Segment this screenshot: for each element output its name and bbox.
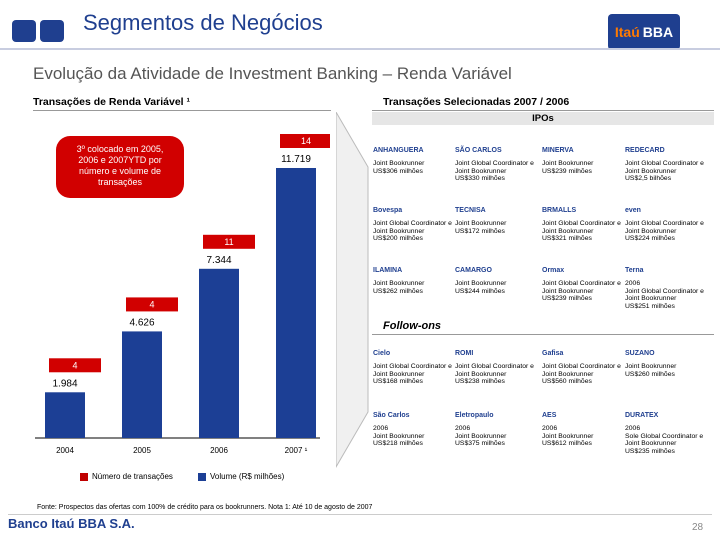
followon-deal-text: 2006 Sole Global Coordinator e Joint Boo… <box>625 425 704 455</box>
followon-deal-text: 2006 Joint Bookrunner US$612 milhões <box>542 425 594 448</box>
expand-chevron <box>336 112 369 468</box>
ipo-deal-text: Joint Bookrunner US$306 milhões <box>373 160 425 175</box>
followon-logo: São Carlos <box>373 411 410 419</box>
itau-bba-logo: Itaú BBA <box>608 14 680 50</box>
count-bar <box>126 297 178 312</box>
count-bar <box>280 133 330 148</box>
page-title: Segmentos de Negócios <box>83 10 323 35</box>
header-divider <box>0 48 720 50</box>
ipo-deal-text: 2006 Joint Global Coordinator e Joint Bo… <box>625 280 704 310</box>
ipo-deal-text: Joint Bookrunner US$262 milhões <box>373 280 425 295</box>
followon-logo: DURATEX <box>625 411 659 419</box>
ipos-label: IPOs <box>532 113 554 124</box>
ipo-deal-text: Joint Global Coordinator e Joint Bookrun… <box>542 220 621 243</box>
volume-bar <box>199 268 239 438</box>
ipo-logo: BRMALLS <box>542 206 577 214</box>
page-subtitle: Evolução da Atividade de Investment Bank… <box>33 64 512 83</box>
ipo-logo: Terna <box>625 266 644 274</box>
volume-bar <box>122 331 162 438</box>
x-tick-label: 2007 ¹ <box>285 446 308 455</box>
followon-logo: Eletropaulo <box>455 411 494 419</box>
count-label: 4 <box>72 360 77 370</box>
followon-logo: ROMI <box>455 349 474 357</box>
header-squares <box>12 20 68 44</box>
count-label: 11 <box>224 237 233 247</box>
count-bar <box>203 234 255 249</box>
footer-rule <box>8 514 712 515</box>
volume-label: 11.719 <box>281 154 311 165</box>
count-bar <box>49 358 101 373</box>
right-section-rule <box>372 110 714 111</box>
legend-volume: Volume (R$ milhões) <box>198 472 284 481</box>
volume-label: 1.984 <box>52 378 77 389</box>
ipo-logo: TECNISA <box>455 206 486 214</box>
legend-volume-label: Volume (R$ milhões) <box>210 472 285 481</box>
x-tick-label: 2004 <box>56 446 74 455</box>
legend-count-label: Número de transações <box>92 472 173 481</box>
followon-deal-text: 2006 Joint Bookrunner US$375 milhões <box>455 425 507 448</box>
ipos-band: IPOs <box>372 112 714 125</box>
ipo-deal-text: Joint Bookrunner US$244 milhões <box>455 280 507 295</box>
followons-label: Follow-ons <box>383 320 442 332</box>
callout-text: 3º colocado em 2005, 2006 e 2007YTD por … <box>76 144 164 187</box>
footer-bank-name: Banco Itaú BBA S.A. <box>8 516 135 531</box>
followon-logo: SUZANO <box>625 349 655 357</box>
ipo-logo: ANHANGUERA <box>373 146 424 154</box>
ipo-logo: even <box>625 206 641 214</box>
x-tick-label: 2006 <box>210 446 228 455</box>
followons-rule <box>372 334 714 335</box>
footer-note: Fonte: Prospectos das ofertas com 100% d… <box>37 504 373 511</box>
ipo-logo: ILAMINA <box>373 266 403 274</box>
ipo-deal-text: Joint Global Coordinator e Joint Bookrun… <box>542 280 621 303</box>
left-section-rule <box>33 110 331 111</box>
ipo-deal-text: Joint Bookrunner US$172 milhões <box>455 220 507 235</box>
followon-deal-text: Joint Global Coordinator e Joint Bookrun… <box>455 363 534 386</box>
ipo-logo: Ormax <box>542 266 565 274</box>
followon-deal-text: Joint Global Coordinator e Joint Bookrun… <box>542 363 621 386</box>
volume-bar <box>276 167 316 438</box>
x-tick-label: 2005 <box>133 446 151 455</box>
ipo-logo: Bovespa <box>373 206 403 214</box>
ipo-deal-text: Joint Global Coordinator e Joint Bookrun… <box>625 220 704 243</box>
volume-label: 4.626 <box>129 317 154 328</box>
followon-deal-text: Joint Bookrunner US$260 milhões <box>625 363 677 378</box>
followon-logo: Gafisa <box>542 349 564 357</box>
ipo-logo: REDECARD <box>625 146 665 154</box>
left-section-title: Transações de Renda Variável ¹ <box>33 96 190 108</box>
count-label: 4 <box>149 299 154 309</box>
ipo-deal-text: Joint Global Coordinator e Joint Bookrun… <box>455 160 534 183</box>
legend-volume-swatch <box>198 472 206 481</box>
transactions-chart: 1.984 4 2004 4.626 4 2005 7.344 11 2006 11.719 14 2… <box>35 133 330 455</box>
ipo-logo: SÃO CARLOS <box>455 146 502 154</box>
volume-label: 7.344 <box>206 255 231 266</box>
legend-count: Número de transações <box>80 472 173 481</box>
followon-logo: Cielo <box>373 349 391 357</box>
ipo-logo: CAMARGO <box>455 266 492 274</box>
ipo-deal-text: Joint Bookrunner US$239 milhões <box>542 160 594 175</box>
ipo-deal-text: Joint Global Coordinator e Joint Bookrun… <box>625 160 704 183</box>
volume-bar <box>45 392 85 438</box>
legend-count-swatch <box>80 472 88 481</box>
followon-deal-text: Joint Global Coordinator e Joint Bookrun… <box>373 363 452 386</box>
callout-box: 3º colocado em 2005, 2006 e 2007YTD por … <box>56 136 184 198</box>
followon-deal-text: 2006 Joint Bookrunner US$218 milhões <box>373 425 425 448</box>
ipo-logo: MINERVA <box>542 146 574 154</box>
count-label: 14 <box>301 136 311 146</box>
followon-logo: AES <box>542 411 557 419</box>
page-number: 28 <box>692 522 704 533</box>
right-section-title: Transações Selecionadas 2007 / 2006 <box>383 96 570 108</box>
ipo-deal-text: Joint Global Coordinator e Joint Bookrun… <box>373 220 452 243</box>
